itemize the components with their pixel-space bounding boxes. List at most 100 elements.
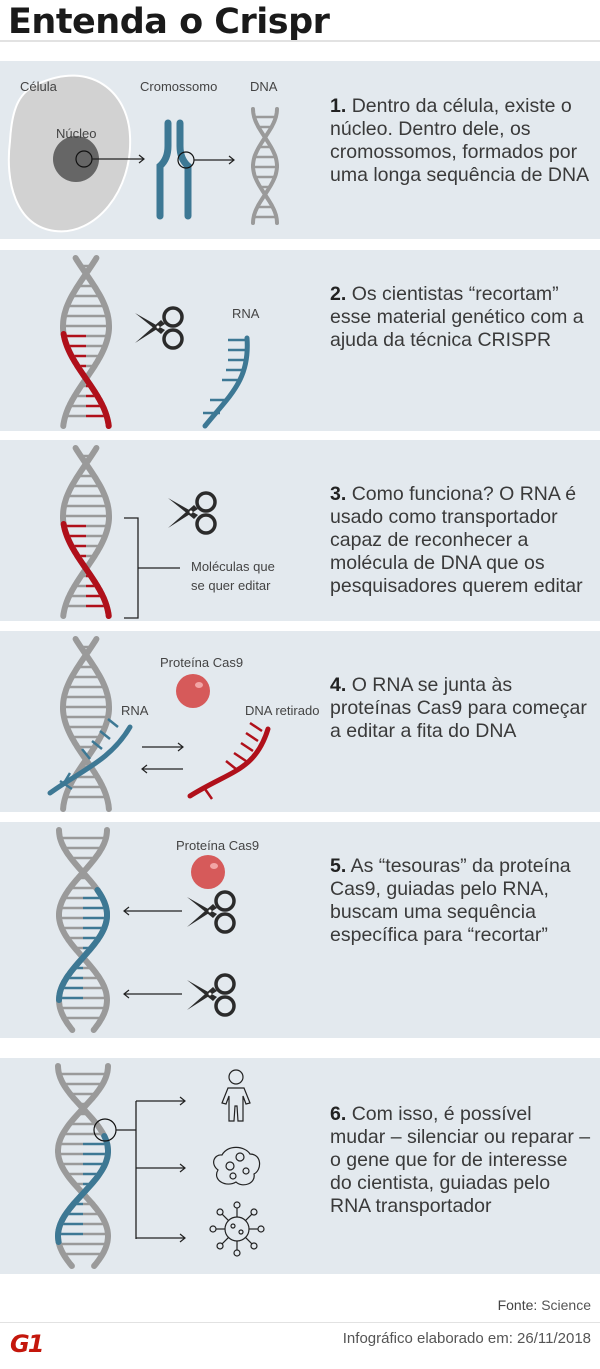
dna-strand-highlight <box>60 331 112 429</box>
person-body <box>221 1087 251 1122</box>
rna-strand-base <box>91 740 103 750</box>
dna-strand <box>55 1063 112 1269</box>
virus-spike-tip <box>216 1242 224 1250</box>
step-number: 4. <box>330 674 347 696</box>
dna-strand-highlight <box>54 1133 111 1245</box>
page-title: Entenda o Crispr <box>8 2 330 42</box>
step-6-text: 6. Com isso, é possível mudar – silencia… <box>330 1103 592 1218</box>
step-description: O RNA se junta às proteínas Cas9 para co… <box>330 674 587 742</box>
step-number: 3. <box>330 483 347 505</box>
cell-vesicle <box>225 1161 235 1171</box>
cell-to-dna-illustration <box>7 74 279 233</box>
cell-membrane <box>213 1146 261 1186</box>
molecules-label: Moléculas que se quer editar <box>191 559 275 593</box>
step-description: Como funciona? O RNA é usado como transp… <box>330 483 583 597</box>
scissors-handle <box>162 328 184 350</box>
step-number: 2. <box>330 283 347 305</box>
protein-highlight <box>210 863 218 869</box>
cas9-scissors-illustration <box>55 827 236 1033</box>
source-label: Fonte: <box>497 1297 538 1313</box>
chromosome-icon <box>156 119 192 220</box>
title-divider <box>0 40 600 42</box>
removed-dna-label: DNA retirado <box>245 703 320 718</box>
arrow-head <box>123 989 130 999</box>
step-description: Os cientistas “recortam” esse material g… <box>330 283 584 351</box>
scissors-handle <box>214 973 236 995</box>
source-note: Fonte: Science <box>498 1297 591 1313</box>
removed-dna-strand-base <box>249 721 263 733</box>
scissors-icon <box>187 890 236 934</box>
cell-label: Célula <box>20 79 57 94</box>
scissors-icon <box>135 306 184 350</box>
person-icon <box>221 1069 251 1122</box>
arrow-head <box>179 1163 186 1173</box>
step-number: 1. <box>330 95 347 117</box>
virus-dot <box>238 1229 244 1235</box>
dna-strand <box>56 827 111 1033</box>
cas9-join-illustration <box>47 636 271 812</box>
scissors-handle <box>214 890 236 912</box>
cell-vesicle <box>235 1152 245 1162</box>
scissors-pivot <box>208 909 212 913</box>
footer-divider <box>0 1322 600 1323</box>
dna-strand <box>55 827 110 1033</box>
dna-label: DNA <box>250 79 278 94</box>
cas9-protein-icon <box>176 674 210 708</box>
person-head <box>228 1069 244 1085</box>
virus-spike <box>221 1237 229 1245</box>
source-value: Science <box>541 1297 591 1313</box>
step-6-panel: 6. Com isso, é possível mudar – silencia… <box>0 1058 600 1274</box>
virus-spike <box>221 1213 229 1221</box>
scissors-handle <box>162 306 184 328</box>
arrow-head <box>228 155 235 165</box>
virus-icon <box>209 1201 265 1257</box>
dna-strand <box>60 636 112 812</box>
virus-spike <box>245 1237 253 1245</box>
dna-strand <box>251 107 279 225</box>
gene-edit-outcomes-illustration <box>54 1063 265 1269</box>
step-2-panel: RNA 2. Os cientistas “recortam” esse mat… <box>0 250 600 431</box>
scissors-icon <box>168 491 217 535</box>
removed-dna-strand-base <box>233 751 247 763</box>
scissors-pivot <box>208 992 212 996</box>
rna-label: RNA <box>232 306 260 321</box>
virus-spike-tip <box>209 1225 217 1233</box>
removed-dna-strand-base <box>225 760 237 770</box>
bracket-pointer <box>124 517 180 619</box>
dna-strand-highlight <box>60 521 112 619</box>
virus-spike-tip <box>250 1242 258 1250</box>
step-2-text: 2. Os cientistas “recortam” esse materia… <box>330 283 592 352</box>
dna-cut-illustration <box>60 255 250 429</box>
nucleus-label: Núcleo <box>56 126 97 141</box>
dna-strand-highlight <box>56 887 110 1003</box>
cell-icon <box>213 1146 261 1186</box>
g1-logo: G1 <box>10 1330 44 1358</box>
removed-dna-strand <box>187 726 271 799</box>
cell-vesicle <box>242 1167 250 1175</box>
rna-label: RNA <box>121 703 149 718</box>
rna-strand-base <box>81 748 91 760</box>
protein-label: Proteína Cas9 <box>176 838 260 853</box>
step-4-panel: Proteína Cas9 RNA DNA retirado 4. O RNA … <box>0 631 600 812</box>
scissors-handle <box>214 912 236 934</box>
step-4-text: 4. O RNA se junta às proteínas Cas9 para… <box>330 674 592 743</box>
arrow-head <box>179 1233 186 1243</box>
step-description: Com isso, é possível mudar – silenciar o… <box>330 1103 591 1217</box>
step-1-text: 1. Dentro da célula, existe o núcleo. De… <box>330 95 592 187</box>
step-5-text: 5. As “tesouras” da proteína Cas9, guiad… <box>330 855 592 947</box>
scissors-icon <box>187 973 236 1017</box>
virus-spike-tip <box>216 1208 224 1216</box>
virus-dot <box>230 1223 236 1229</box>
dna-strand <box>60 255 112 429</box>
chromosome-label: Cromossomo <box>140 79 218 94</box>
removed-dna-strand-base <box>240 741 254 753</box>
virus-body <box>224 1216 250 1242</box>
scissors-handle <box>214 995 236 1017</box>
virus-spike-tip <box>257 1225 265 1233</box>
branch-connector <box>116 1101 137 1239</box>
scissors-pivot <box>189 510 193 514</box>
scissors-handle <box>195 491 217 513</box>
step-number: 6. <box>330 1103 347 1125</box>
protein-label: Proteína Cas9 <box>160 655 244 670</box>
rna-strand <box>202 335 250 429</box>
